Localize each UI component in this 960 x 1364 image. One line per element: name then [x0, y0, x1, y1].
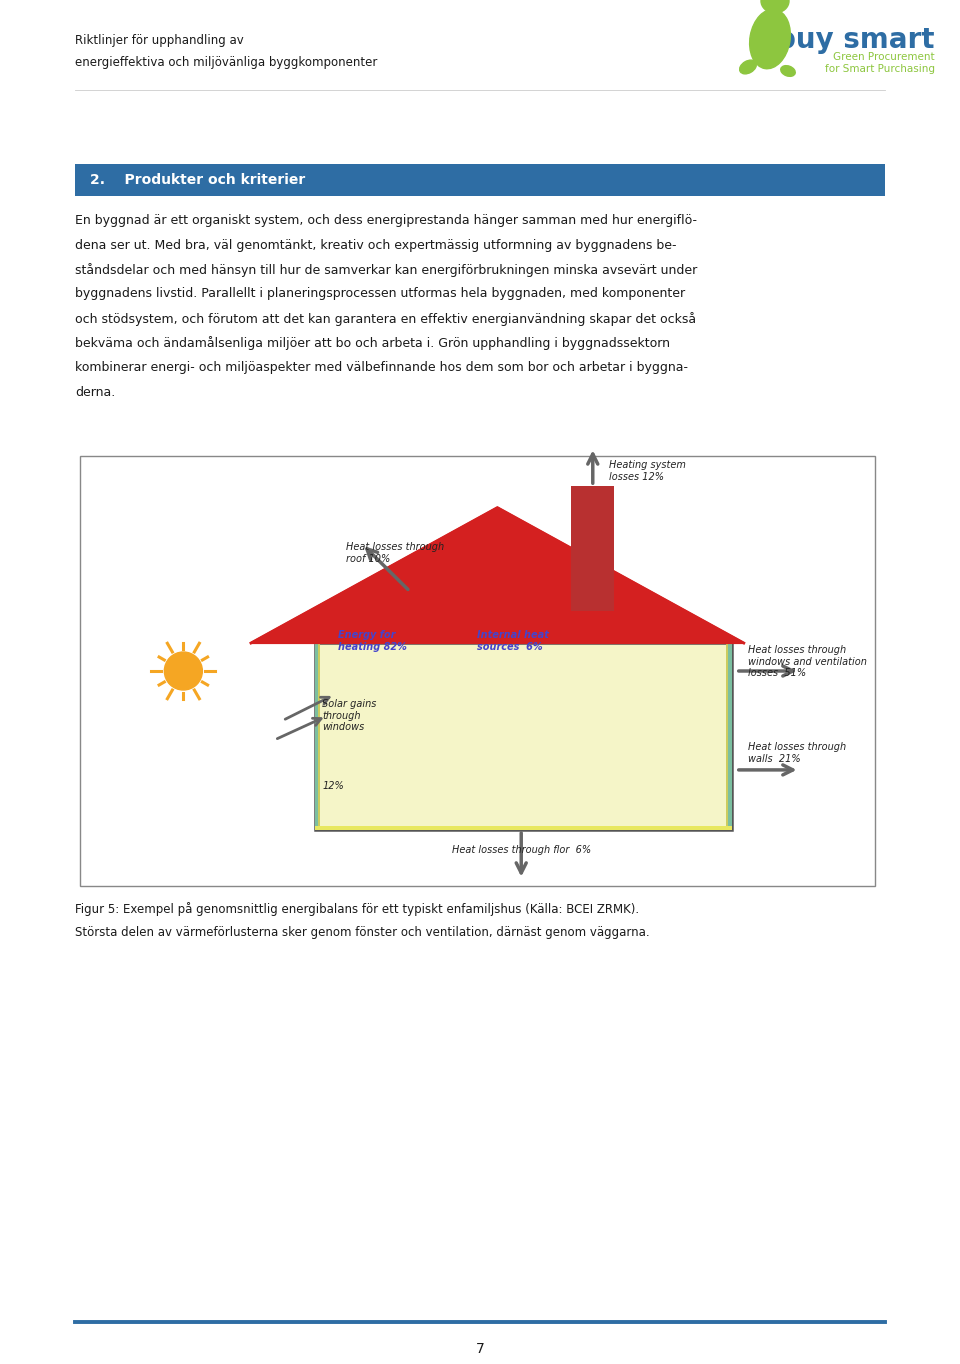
Text: Energy for
heating 82%: Energy for heating 82% [338, 630, 407, 652]
FancyBboxPatch shape [319, 642, 321, 831]
Text: 2.    Produkter och kriterier: 2. Produkter och kriterier [90, 173, 305, 187]
Ellipse shape [739, 60, 756, 74]
FancyBboxPatch shape [315, 642, 732, 831]
Text: Heat losses through
windows and ventilation
losses  51%: Heat losses through windows and ventilat… [748, 645, 867, 678]
Text: kombinerar energi- och miljöaspekter med välbefinnande hos dem som bor och arbet: kombinerar energi- och miljöaspekter med… [75, 361, 688, 374]
Text: byggnadens livstid. Parallellt i planeringsprocessen utformas hela byggnaden, me: byggnadens livstid. Parallellt i planeri… [75, 288, 685, 300]
Text: Internal heat
sources  6%: Internal heat sources 6% [477, 630, 549, 652]
Text: Riktlinjer för upphandling av: Riktlinjer för upphandling av [75, 34, 244, 46]
Ellipse shape [780, 65, 795, 76]
Text: derna.: derna. [75, 386, 115, 398]
FancyBboxPatch shape [315, 825, 732, 831]
Text: bekväma och ändamålsenliga miljöer att bo och arbeta i. Grön upphandling i byggn: bekväma och ändamålsenliga miljöer att b… [75, 337, 670, 351]
FancyBboxPatch shape [315, 642, 319, 831]
Text: 12%: 12% [323, 780, 345, 791]
FancyBboxPatch shape [728, 642, 732, 831]
Text: 7: 7 [475, 1342, 485, 1356]
FancyBboxPatch shape [726, 642, 728, 831]
FancyBboxPatch shape [80, 456, 875, 887]
Text: och stödsystem, och förutom att det kan garantera en effektiv energianvändning s: och stödsystem, och förutom att det kan … [75, 312, 696, 326]
Text: energieffektiva och miljövänliga byggkomponenter: energieffektiva och miljövänliga byggkom… [75, 56, 377, 70]
Text: Heat losses through
roof 10%: Heat losses through roof 10% [347, 542, 444, 563]
Text: buy smart: buy smart [777, 26, 935, 55]
Polygon shape [251, 507, 744, 642]
Circle shape [164, 652, 203, 690]
Text: Heat losses through
walls  21%: Heat losses through walls 21% [748, 742, 846, 764]
Text: Solar gains
through
windows: Solar gains through windows [323, 698, 377, 732]
Text: Figur 5: Exempel på genomsnittlig energibalans för ett typiskt enfamiljshus (Käl: Figur 5: Exempel på genomsnittlig energi… [75, 902, 639, 917]
Text: dena ser ut. Med bra, väl genomtänkt, kreativ och expertmässig utformning av byg: dena ser ut. Med bra, väl genomtänkt, kr… [75, 239, 677, 251]
Ellipse shape [750, 10, 790, 68]
Text: Största delen av värmeförlusterna sker genom fönster och ventilation, därnäst ge: Största delen av värmeförlusterna sker g… [75, 926, 650, 938]
Text: En byggnad är ett organiskt system, och dess energiprestanda hänger samman med h: En byggnad är ett organiskt system, och … [75, 214, 697, 226]
Text: ståndsdelar och med hänsyn till hur de samverkar kan energiförbrukningen minska : ståndsdelar och med hänsyn till hur de s… [75, 263, 697, 277]
Text: Heating system
losses 12%: Heating system losses 12% [609, 460, 685, 481]
FancyBboxPatch shape [75, 164, 885, 196]
Text: Heat losses through flor  6%: Heat losses through flor 6% [451, 846, 590, 855]
Ellipse shape [761, 0, 789, 14]
FancyBboxPatch shape [571, 486, 614, 611]
Text: Green Procurement
for Smart Purchasing: Green Procurement for Smart Purchasing [825, 52, 935, 74]
